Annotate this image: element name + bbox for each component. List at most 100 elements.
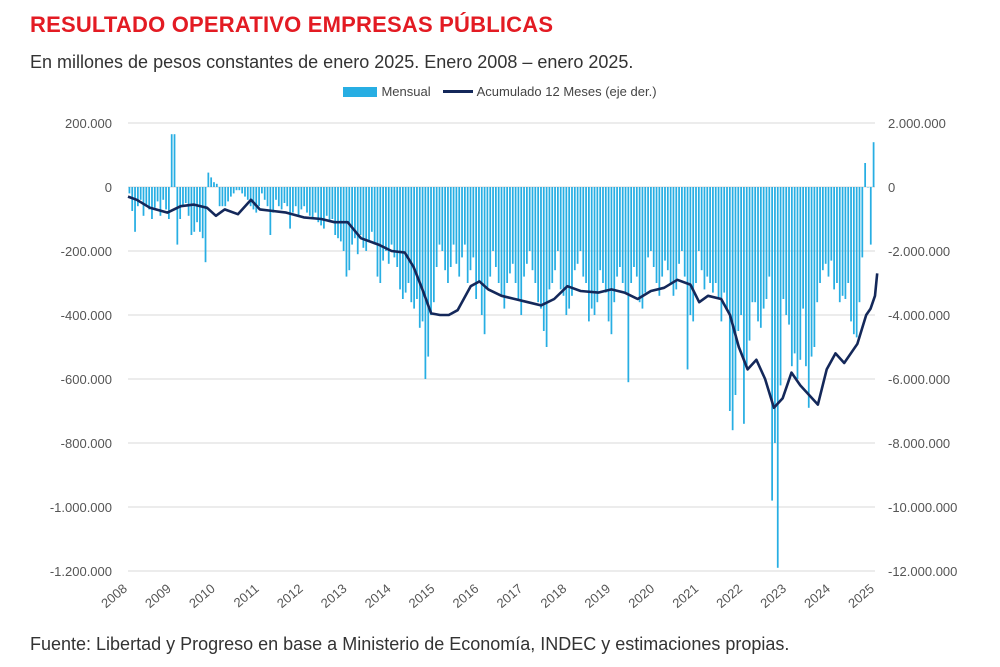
bar-mensual [156,187,159,202]
bar-mensual [737,187,740,331]
bar-mensual [824,187,827,264]
bar-mensual [401,187,404,299]
bar-mensual [686,187,689,370]
chart-subtitle: En millones de pesos constantes de enero… [30,52,634,72]
bar-mensual [706,187,709,277]
bar-mensual [751,187,754,303]
bar-mensual [582,187,585,277]
bar-mensual [252,187,255,210]
bar-mensual [559,187,562,290]
bar-mensual [604,187,607,293]
bar-mensual [430,187,432,315]
bar-mensual [475,187,478,299]
x-tick-label: 2017 [494,581,526,611]
y-right-tick-label: 2.000.000 [888,116,946,131]
bar-mensual [390,187,393,245]
bar-mensual [827,187,830,277]
bar-mensual [590,187,593,309]
bar-mensual [683,187,686,277]
bar-mensual [342,187,345,251]
bar-mensual [356,187,359,255]
bar-mensual [810,187,813,357]
bar-mensual [368,187,370,242]
y-left-tick-label: -800.000 [61,436,112,451]
bar-mensual [841,187,844,296]
bar-mensual [351,187,353,245]
bar-mensual [689,187,692,315]
bar-mensual [720,187,723,322]
bar-mensual [681,187,683,251]
y-right-tick-label: -4.000.000 [888,308,950,323]
bar-mensual [790,187,793,367]
bar-mensual [232,187,235,194]
bar-mensual [748,187,751,341]
bar-mensual [813,187,816,347]
bar-mensual [207,172,210,187]
bar-mensual [379,187,382,283]
y-left-tick-label: 200.000 [65,116,112,131]
bar-mensual [218,187,221,207]
bar-mensual [497,187,500,283]
bar-mensual [669,187,672,283]
bar-mensual [444,187,446,271]
bar-mensual [802,187,804,309]
x-tick-label: 2010 [186,581,218,611]
bar-mensual [627,187,630,383]
bar-mensual [500,187,503,296]
bar-mensual [449,187,452,267]
bar-mensual [852,187,855,335]
bar-mensual [396,187,399,267]
bar-mensual [441,187,444,251]
bar-mensual [619,187,621,267]
bar-mensual [540,187,542,309]
bar-mensual [466,187,469,283]
legend-swatch-line [442,90,473,93]
bar-mensual [142,187,145,216]
bar-mensual [230,187,232,197]
bar-mensual [528,187,531,251]
bar-mensual [579,187,582,251]
x-tick-label: 2016 [450,581,482,611]
bar-mensual [523,187,525,277]
x-tick-label: 2008 [98,581,130,611]
line-acumulado-12-meses [127,195,879,410]
bar-mensual [246,187,249,200]
bar-mensual [399,187,401,290]
x-tick-label: 2013 [318,581,350,611]
bar-mensual [210,177,213,187]
bar-mensual [782,187,785,299]
bar-mensual [275,187,277,200]
bar-mensual [472,187,475,258]
bar-mensual [514,187,517,283]
bar-mensual [283,187,286,203]
bar-mensual [241,187,244,194]
bar-mensual [509,187,511,274]
bar-mensual [565,187,568,315]
x-tick-label: 2022 [713,581,745,611]
x-tick-label: 2025 [845,581,877,611]
bar-mensual [168,187,170,219]
bar-mensual [280,187,283,210]
bar-mensual [700,187,703,271]
bar-mensual [638,187,641,303]
bar-mensual [844,187,847,299]
bar-mensual [387,187,390,264]
bar-mensual [393,187,396,258]
bar-mensual [537,187,540,303]
bar-mensual [576,187,579,264]
bar-mensual [162,187,165,200]
bar-mensual [796,187,799,379]
bar-mensual [776,187,779,568]
x-tick-label: 2018 [538,581,570,611]
bar-mensual [768,187,771,277]
bar-mensual [621,187,624,283]
bar-mensual [616,187,618,277]
bar-mensual [325,187,328,216]
bar-mensual [331,187,334,219]
bar-mensual [855,187,858,338]
bar-mensual [492,187,494,251]
bar-mensual [666,187,669,271]
bar-mensual [517,187,520,299]
bar-mensual [712,187,714,293]
bar-mensual [743,187,745,424]
